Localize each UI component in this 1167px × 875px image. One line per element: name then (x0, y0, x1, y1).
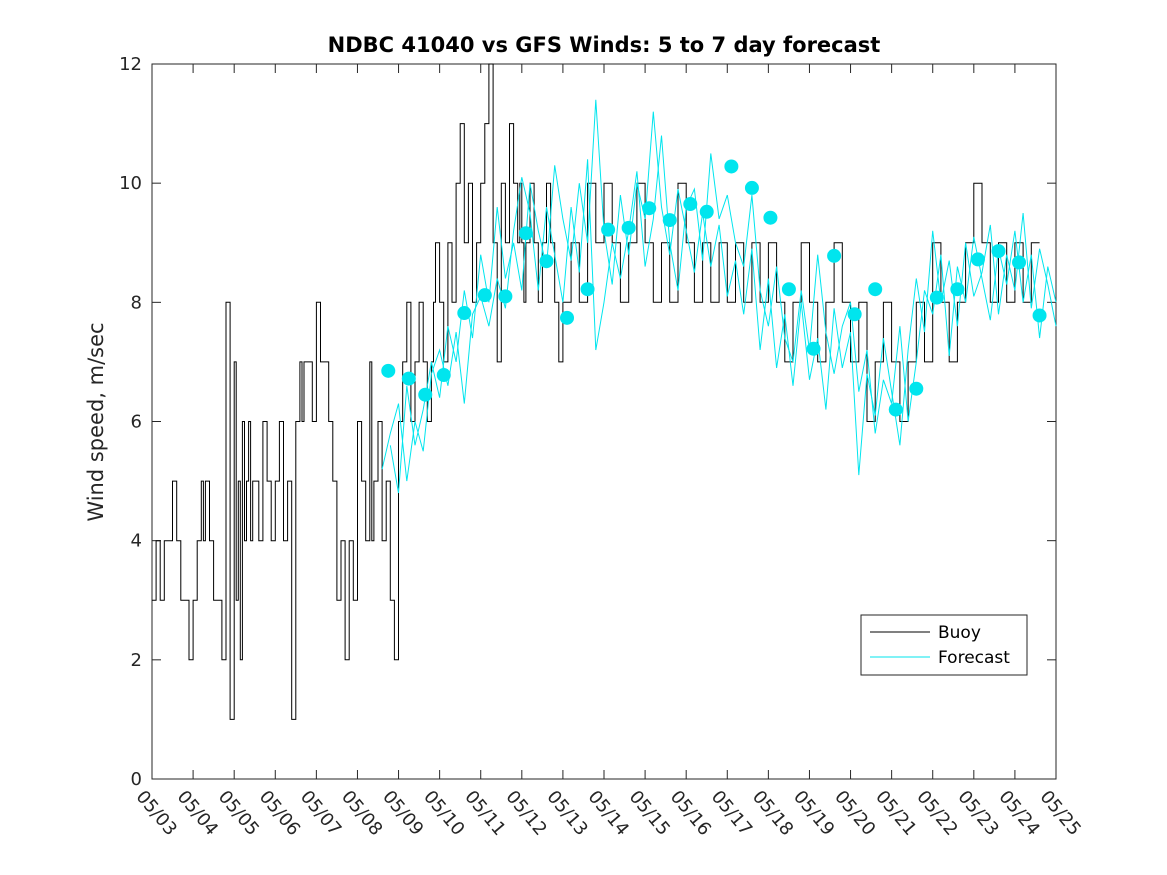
forecast-marker-20 (781, 282, 796, 297)
forecast-marker-10 (580, 282, 595, 297)
x-tick-label-6: 05/09 (378, 787, 427, 840)
x-tick-label-15: 05/18 (748, 787, 797, 840)
forecast-marker-25 (888, 402, 903, 417)
x-tick-label-14: 05/17 (707, 787, 756, 840)
forecast-marker-14 (662, 213, 677, 228)
forecast-marker-7 (518, 226, 533, 241)
legend-forecast-label: Forecast (938, 648, 1010, 668)
legend: Buoy Forecast (860, 614, 1028, 676)
forecast-marker-15 (683, 197, 698, 212)
forecast-marker-31 (1012, 255, 1027, 270)
x-tick-label-10: 05/13 (542, 787, 591, 840)
forecast-marker-22 (827, 248, 842, 263)
forecast-marker-2 (418, 387, 433, 402)
forecast-marker-11 (601, 222, 616, 237)
chart-title: NDBC 41040 vs GFS Winds: 5 to 7 day fore… (328, 33, 881, 57)
forecast-marker-6 (498, 289, 513, 304)
x-tick-label-8: 05/11 (460, 787, 509, 840)
forecast-marker-12 (621, 220, 636, 235)
forecast-marker-1 (401, 371, 416, 386)
y-tick-label-1: 2 (131, 650, 142, 671)
x-tick-label-1: 05/04 (173, 787, 222, 840)
forecast-marker-21 (806, 341, 821, 356)
forecast-marker-17 (724, 159, 739, 174)
y-tick-label-5: 10 (119, 173, 142, 194)
x-tick-label-13: 05/16 (666, 787, 715, 840)
legend-box (860, 614, 1028, 676)
y-tick-label-0: 0 (131, 769, 142, 790)
forecast-marker-24 (868, 282, 883, 297)
y-tick-label-2: 4 (131, 531, 142, 552)
forecast-marker-18 (744, 180, 759, 195)
legend-buoy-label: Buoy (938, 623, 981, 643)
forecast-marker-0 (381, 363, 396, 378)
x-tick-label-5: 05/08 (337, 787, 386, 840)
forecast-marker-3 (436, 368, 451, 383)
x-tick-label-17: 05/20 (830, 787, 879, 840)
x-tick-label-9: 05/12 (501, 787, 550, 840)
x-tick-label-3: 05/06 (255, 787, 304, 840)
forecast-marker-19 (763, 210, 778, 225)
x-tick-label-19: 05/22 (912, 787, 961, 840)
x-tick-label-11: 05/14 (584, 787, 633, 840)
forecast-marker-16 (699, 204, 714, 219)
forecast-marker-30 (991, 244, 1006, 259)
plot-area: 02468101205/0305/0405/0505/0605/0705/080… (119, 54, 1085, 840)
x-tick-label-0: 05/03 (132, 787, 181, 840)
x-tick-label-2: 05/05 (214, 787, 263, 840)
forecast-marker-9 (560, 310, 575, 325)
x-tick-label-12: 05/15 (625, 787, 674, 840)
y-tick-label-6: 12 (119, 54, 142, 75)
forecast-marker-23 (847, 307, 862, 322)
forecast-marker-29 (970, 252, 985, 267)
x-tick-label-22: 05/25 (1036, 787, 1085, 840)
y-tick-label-4: 8 (131, 292, 142, 313)
forecast-marker-26 (909, 381, 924, 396)
forecast-marker-27 (929, 290, 944, 305)
y-axis-label: Wind speed, m/sec (84, 322, 108, 521)
series-line-forecast-2 (389, 99, 1057, 494)
forecast-marker-8 (539, 254, 554, 269)
forecast-marker-28 (950, 282, 965, 297)
y-tick-label-3: 6 (131, 412, 142, 433)
x-tick-label-18: 05/21 (871, 787, 920, 840)
series-line-buoy (152, 63, 1040, 720)
forecast-marker-13 (642, 201, 657, 216)
forecast-marker-4 (457, 306, 472, 321)
forecast-marker-32 (1032, 308, 1047, 323)
x-tick-label-20: 05/23 (953, 787, 1002, 840)
x-tick-label-4: 05/07 (296, 787, 345, 840)
x-tick-label-16: 05/19 (789, 787, 838, 840)
x-tick-label-21: 05/24 (994, 787, 1043, 840)
x-tick-label-7: 05/10 (419, 787, 468, 840)
forecast-marker-5 (477, 288, 492, 303)
